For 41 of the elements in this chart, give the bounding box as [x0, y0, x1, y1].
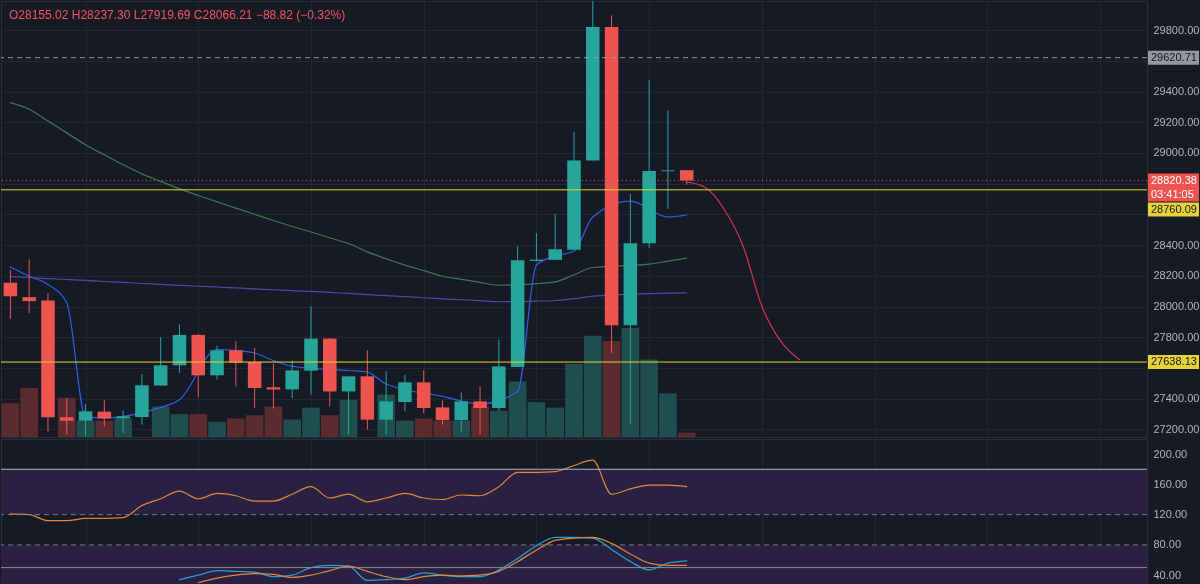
bar — [602, 341, 621, 437]
y-tick-label: 28200.00 — [1153, 269, 1200, 282]
y-tick-label: 27800.00 — [1153, 330, 1200, 343]
y-tick-label: 40.00 — [1153, 568, 1182, 581]
line-series — [9, 102, 688, 286]
candlestick — [661, 109, 675, 210]
bar — [264, 406, 283, 437]
bar — [189, 414, 208, 437]
y-tick-label: 29400.00 — [1153, 85, 1200, 98]
y-tick-label: 200.00 — [1153, 447, 1188, 460]
ref-line-label: 28760.09 — [1151, 202, 1197, 215]
ref-line-label: 29620.71 — [1151, 50, 1197, 63]
y-tick-label: 160.00 — [1153, 477, 1188, 490]
candlestick — [3, 269, 18, 320]
ref-line-label: 27638.13 — [1151, 355, 1197, 368]
line-series — [9, 459, 688, 522]
candlestick — [548, 213, 562, 261]
candlestick — [398, 374, 412, 412]
y-tick-label: 28400.00 — [1153, 238, 1200, 251]
ref-line-label: 28820.38 — [1151, 173, 1197, 186]
bar — [114, 418, 132, 437]
bar — [320, 415, 339, 437]
y-tick-label: 120.00 — [1153, 508, 1188, 521]
text: 03:41:05 — [1151, 187, 1194, 200]
y-tick-label: 28000.00 — [1153, 300, 1200, 313]
candlestick — [22, 258, 36, 314]
y-tick-label: 29200.00 — [1153, 115, 1200, 128]
bar — [208, 421, 226, 437]
y-tick-label: 27400.00 — [1153, 392, 1200, 405]
text: O28155.02 H28237.30 L27919.69 C28066.21 −88.82 (−0.32%) — [9, 8, 346, 22]
candlestick — [153, 336, 168, 387]
candlestick — [341, 375, 356, 435]
y-tick-label: 80.00 — [1153, 538, 1182, 551]
candlestick — [379, 370, 393, 435]
y-tick-label: 29000.00 — [1153, 146, 1200, 159]
line-series — [9, 276, 688, 303]
y-tick-label: 27200.00 — [1153, 422, 1200, 435]
candlestick — [285, 360, 299, 399]
bar — [677, 432, 696, 437]
candlestick — [116, 410, 130, 434]
y-tick-label: 29800.00 — [1153, 23, 1200, 36]
